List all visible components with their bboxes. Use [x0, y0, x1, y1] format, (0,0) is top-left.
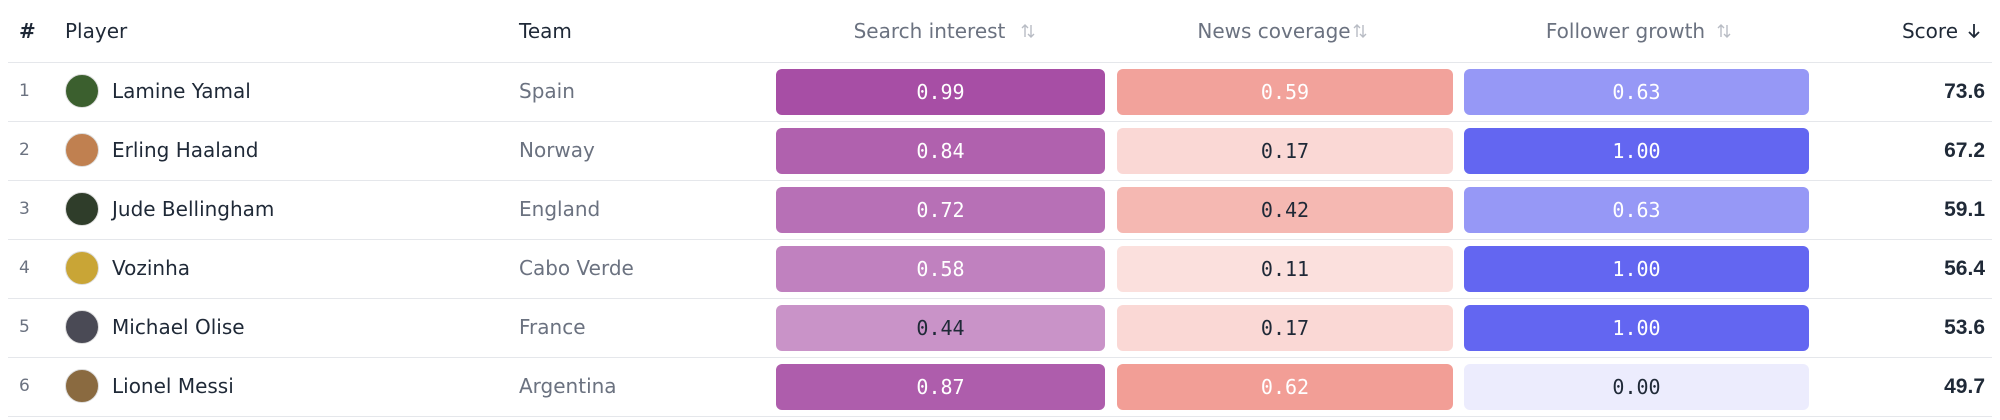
team: France	[519, 315, 586, 339]
metric-cell: 0.17	[1117, 128, 1453, 174]
header-player[interactable]: Player	[65, 19, 128, 43]
score: 59.1	[1944, 198, 1985, 221]
sort-icon[interactable]	[1352, 22, 1368, 40]
rank: 5	[19, 317, 30, 337]
sort-icon[interactable]	[1716, 22, 1732, 40]
avatar	[65, 310, 99, 344]
metric-cell: 0.99	[776, 69, 1105, 115]
player-name[interactable]: Jude Bellingham	[112, 197, 275, 221]
score: 56.4	[1944, 257, 1985, 280]
row-line	[8, 180, 1992, 181]
player-name[interactable]: Erling Haaland	[112, 138, 259, 162]
avatar	[65, 369, 99, 403]
header-score[interactable]: Score	[1901, 19, 1958, 43]
metric-cell: 1.00	[1464, 128, 1809, 174]
avatar	[65, 251, 99, 285]
player-name[interactable]: Michael Olise	[112, 315, 245, 339]
score: 49.7	[1944, 375, 1985, 398]
score: 67.2	[1944, 139, 1985, 162]
team: Argentina	[519, 374, 617, 398]
header-metric[interactable]: News coverage	[1197, 19, 1351, 43]
header-metric[interactable]: Follower growth	[1545, 19, 1706, 43]
score: 73.6	[1944, 80, 1985, 103]
metric-cell: 1.00	[1464, 305, 1809, 351]
player-name[interactable]: Lionel Messi	[112, 374, 234, 398]
metric-cell: 0.84	[776, 128, 1105, 174]
rank: 3	[19, 199, 30, 219]
metric-cell: 0.63	[1464, 69, 1809, 115]
metric-cell: 0.63	[1464, 187, 1809, 233]
team: England	[519, 197, 601, 221]
row-line	[8, 239, 1992, 240]
header-team[interactable]: Team	[519, 19, 572, 43]
rank: 2	[19, 140, 30, 160]
player-name[interactable]: Vozinha	[112, 256, 191, 280]
team: Cabo Verde	[519, 256, 634, 280]
metric-cell: 0.00	[1464, 364, 1809, 410]
metric-cell: 0.62	[1117, 364, 1453, 410]
team: Spain	[519, 79, 575, 103]
avatar	[65, 133, 99, 167]
metric-cell: 0.87	[776, 364, 1105, 410]
sort-icon[interactable]	[1966, 22, 1982, 40]
metric-cell: 0.44	[776, 305, 1105, 351]
player-name[interactable]: Lamine Yamal	[112, 79, 251, 103]
team: Norway	[519, 138, 595, 162]
row-line	[8, 121, 1992, 122]
metric-cell: 0.17	[1117, 305, 1453, 351]
header-metric[interactable]: Search interest	[853, 19, 1006, 43]
metric-cell: 0.58	[776, 246, 1105, 292]
metric-cell: 1.00	[1464, 246, 1809, 292]
row-line	[8, 416, 1992, 417]
row-line	[8, 298, 1992, 299]
metric-cell: 0.72	[776, 187, 1105, 233]
score: 53.6	[1944, 316, 1985, 339]
avatar	[65, 192, 99, 226]
rank: 6	[19, 376, 30, 396]
rank: 1	[19, 81, 30, 101]
header-rank[interactable]: #	[19, 19, 36, 43]
row-line	[8, 357, 1992, 358]
metric-cell: 0.59	[1117, 69, 1453, 115]
rank: 4	[19, 258, 30, 278]
metric-cell: 0.11	[1117, 246, 1453, 292]
sort-icon[interactable]	[1020, 22, 1036, 40]
metric-cell: 0.42	[1117, 187, 1453, 233]
avatar	[65, 74, 99, 108]
row-line	[8, 62, 1992, 63]
